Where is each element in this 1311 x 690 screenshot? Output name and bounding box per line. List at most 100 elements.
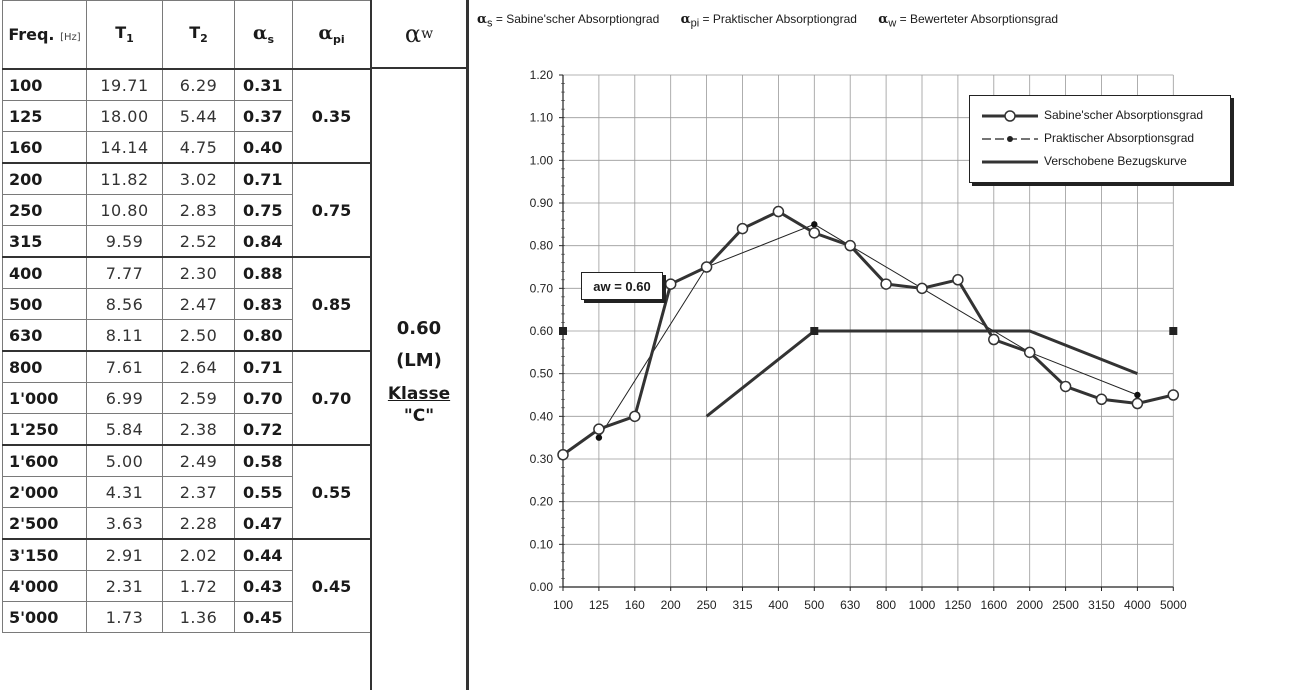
y-tick-label: 0.20 (530, 495, 554, 509)
header-t1: T1 (86, 0, 163, 70)
legend-dash-dot-icon (982, 136, 1038, 142)
def-alpha-s-text: = Sabine'scher Absorptiongrad (495, 12, 660, 26)
y-tick-label: 1.00 (530, 153, 554, 167)
header-t2: T2 (162, 0, 235, 70)
y-tick-label: 0.60 (530, 324, 554, 338)
legend-label-sabine: Sabine'scher Absorptionsgrad (1044, 108, 1204, 122)
table-row: 400 7.77 2.30 0.88 0.85 (2, 256, 371, 352)
x-tick-label: 315 (732, 598, 752, 612)
cell-t1: 19.71 (86, 68, 163, 101)
series-sabine-point (916, 282, 928, 295)
cell-alpha-pi: 0.45 (292, 538, 371, 633)
header-alpha-s: αs (234, 0, 293, 70)
table-row: 3'150 2.91 2.02 0.44 0.45 (2, 538, 371, 633)
cell-as: 0.45 (234, 601, 293, 633)
x-tick-label: 2500 (1052, 598, 1079, 612)
cell-t2: 2.37 (162, 476, 235, 508)
cell-freq: 200 (2, 162, 87, 195)
header-alpha-s-sub: s (267, 33, 275, 47)
def-alpha-pi-text: = Praktischer Absorptiongrad (702, 12, 857, 26)
table-row: 2'000 4.31 2.37 0.55 (2, 476, 371, 508)
cell-freq: 3'150 (2, 538, 87, 571)
cell-t1: 8.11 (86, 319, 163, 352)
aw-value: 0.60 (396, 318, 442, 339)
x-tick-label: 100 (553, 598, 573, 612)
series-sabine-point (593, 423, 605, 435)
cell-as: 0.40 (234, 131, 293, 164)
cell-t1: 7.61 (86, 350, 163, 383)
cell-freq: 1'000 (2, 382, 87, 414)
absorption-chart: 0.00 0.10 0.20 0.30 0.40 0.50 0.60 0.70 0.80 0.90… (530, 68, 1187, 612)
table-row: 5'000 1.73 1.36 0.45 (2, 601, 371, 633)
def-alpha-w-text: = Bewerteter Absorptionsgrad (899, 12, 1059, 26)
table-row: 315 9.59 2.52 0.84 (2, 225, 371, 258)
legend-item-praktisch: Praktischer Absorptionsgrad (970, 129, 1230, 149)
legend-label-praktisch: Praktischer Absorptionsgrad (1044, 131, 1195, 145)
def-alpha-s-sub: s (487, 17, 493, 30)
x-tick-label: 800 (876, 598, 896, 612)
series-sabine-point (952, 274, 964, 286)
header-t2-label: T (189, 23, 201, 43)
cell-freq: 100 (2, 68, 87, 101)
legend-thick-line-icon (982, 160, 1038, 164)
cell-t2: 2.38 (162, 413, 235, 446)
table-row: 125 18.00 5.44 0.37 (2, 100, 371, 132)
cell-as: 0.58 (234, 444, 293, 477)
x-tick-label: 500 (804, 598, 824, 612)
def-alpha-w-symbol: α (878, 12, 889, 27)
cell-alpha-pi: 0.55 (292, 444, 371, 540)
cell-t1: 2.91 (86, 538, 163, 571)
x-tick-label: 1250 (945, 598, 972, 612)
cell-freq: 800 (2, 350, 87, 383)
cell-alpha-pi: 0.75 (292, 162, 371, 258)
aw-klasse: Klasse (387, 384, 451, 404)
cell-alpha-pi: 0.70 (292, 350, 371, 446)
series-praktisch-point (1134, 391, 1141, 399)
y-tick-label: 1.20 (530, 68, 554, 82)
chart-legend: Sabine'scher Absorptionsgrad Praktischer… (969, 95, 1231, 183)
header-alpha-s-symbol: α (252, 22, 268, 45)
cell-t1: 18.00 (86, 100, 163, 132)
cell-t2: 2.02 (162, 538, 235, 571)
series-sabine-point (736, 222, 749, 235)
cell-t2: 5.44 (162, 100, 235, 132)
def-alpha-pi-symbol: α (680, 12, 691, 27)
y-tick-label: 0.00 (530, 580, 554, 594)
table-header-row: Freq. [Hz] T1 T2 αs αpi (2, 0, 371, 70)
cell-as: 0.47 (234, 507, 293, 540)
series-sabine-point (988, 333, 1000, 346)
cell-t2: 2.59 (162, 382, 235, 414)
def-alpha-w-sub: w (888, 17, 897, 30)
series-sabine-point (772, 205, 785, 218)
cell-t1: 5.84 (86, 413, 163, 446)
reference-square-marker (1169, 327, 1178, 335)
series-sabine-point (1095, 393, 1108, 406)
cell-as: 0.84 (234, 225, 293, 258)
cell-as: 0.44 (234, 538, 293, 571)
series-sabine-point (700, 261, 713, 273)
table-row: 500 8.56 2.47 0.83 (2, 288, 371, 320)
series-sabine-line (562, 209, 1174, 456)
cell-as: 0.70 (234, 382, 293, 414)
cell-t2: 2.64 (162, 350, 235, 383)
cell-alpha-pi: 0.35 (292, 68, 371, 164)
cell-t2: 2.50 (162, 319, 235, 352)
y-tick-label: 0.80 (530, 239, 554, 253)
cell-t1: 1.73 (86, 601, 163, 633)
cell-as: 0.83 (234, 288, 293, 320)
cell-freq: 160 (2, 131, 87, 164)
table-row: 200 11.82 3.02 0.71 0.75 (2, 162, 371, 258)
table-row: 800 7.61 2.64 0.71 0.70 (2, 350, 371, 446)
x-tick-label: 125 (589, 598, 609, 612)
cell-as: 0.75 (234, 194, 293, 226)
absorption-table: Freq. [Hz] T1 T2 αs αpi 100 19.71 6.29 0.31… (2, 0, 371, 633)
legend-label-bezugskurve: Verschobene Bezugskurve (1044, 154, 1187, 168)
header-t2-sub: 2 (200, 32, 208, 46)
cell-t2: 1.72 (162, 570, 235, 602)
y-tick-label: 0.10 (530, 537, 554, 551)
cell-t2: 4.75 (162, 131, 235, 164)
cell-as: 0.72 (234, 413, 293, 446)
series-sabine-point (1131, 397, 1144, 410)
x-tick-label: 200 (661, 598, 681, 612)
